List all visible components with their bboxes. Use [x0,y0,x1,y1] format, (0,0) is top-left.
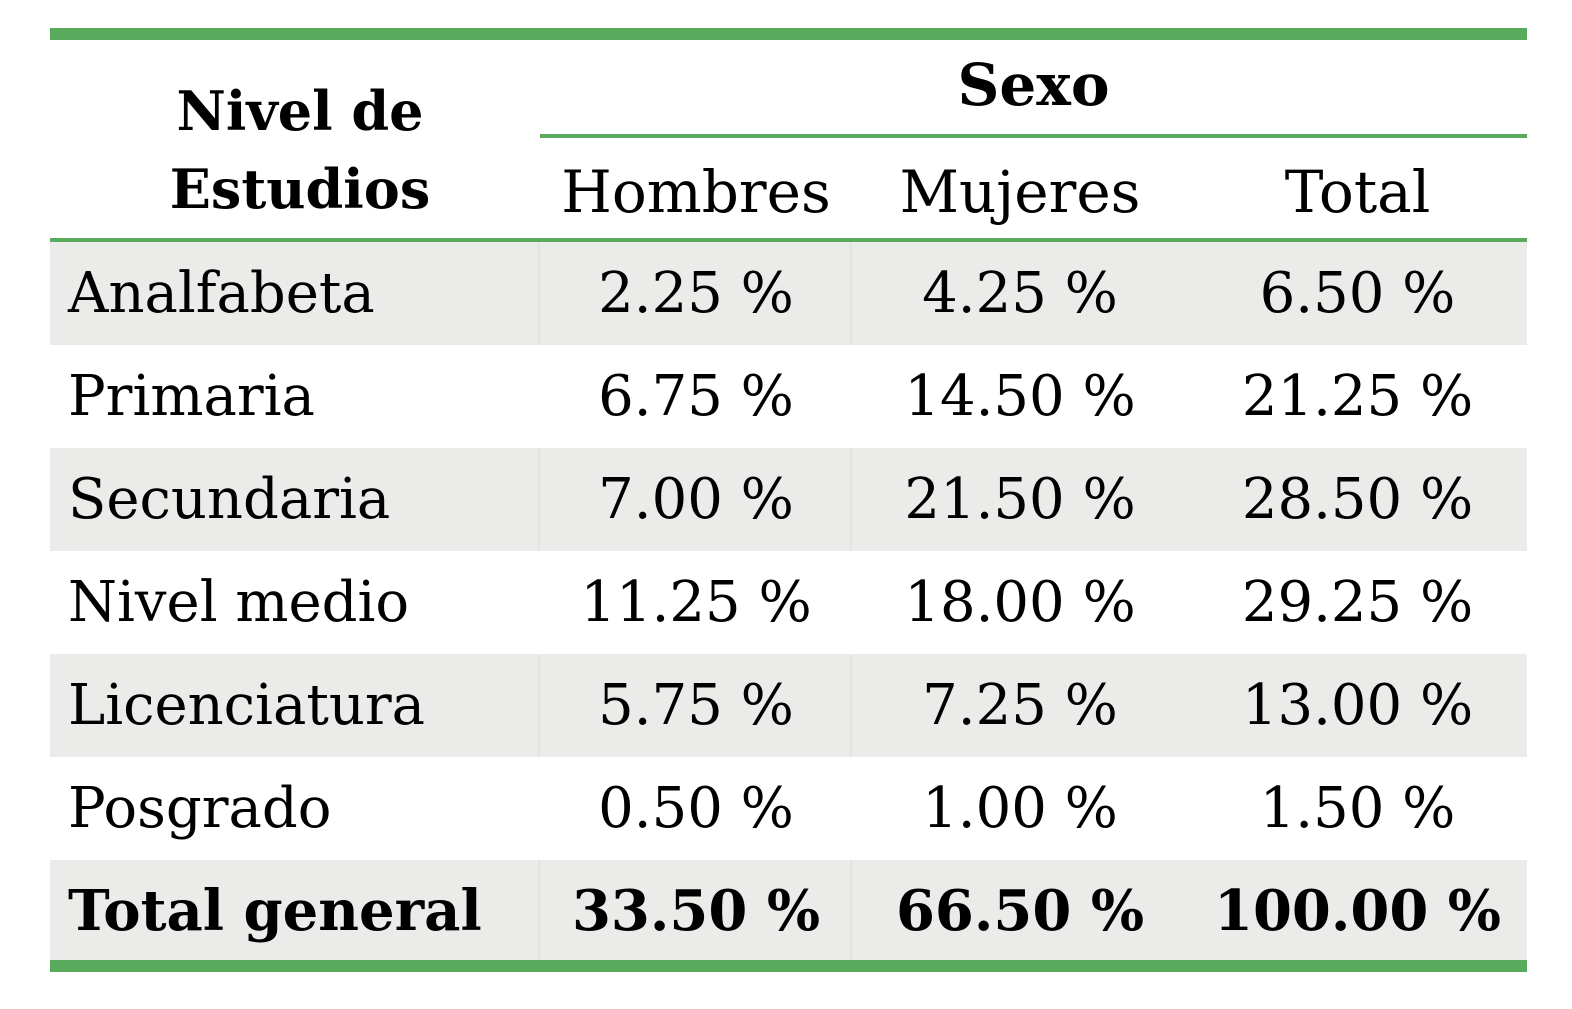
row-label: Secundaria [68,467,391,532]
total-cell-total: 100.00 % [1213,878,1502,944]
table-row: Nivel medio 11.25 % 18.00 % 29.25 % [50,551,1527,654]
cell-mujeres: 18.00 % [904,570,1136,635]
nivel-header-line2: Estudios [169,157,431,221]
cell-hombres: 0.50 % [598,776,794,841]
sexo-header-rule [540,134,1527,138]
row-label: Posgrado [68,776,332,841]
nivel-de-estudios-header: Nivel de Estudios [90,72,510,228]
column-separator [850,860,852,963]
nivel-header-line1: Nivel de [176,79,424,143]
row-label: Nivel medio [68,570,410,635]
cell-total: 13.00 % [1241,673,1474,738]
row-label: Primaria [68,364,315,429]
total-row: Total general 33.50 % 66.50 % 100.00 % [50,860,1527,963]
total-row-label: Total general [68,878,482,944]
table-row: Licenciatura 5.75 % 7.25 % 13.00 % [50,654,1527,757]
cell-total: 28.50 % [1241,467,1474,532]
table-row: Primaria 6.75 % 14.50 % 21.25 % [50,345,1527,448]
column-separator [538,448,540,551]
cell-mujeres: 1.00 % [922,776,1118,841]
cell-total: 29.25 % [1241,570,1474,635]
cell-hombres: 2.25 % [598,261,794,326]
row-label: Analfabeta [68,261,375,326]
column-separator [850,654,852,757]
total-cell-hombres: 33.50 % [571,878,821,944]
column-header-mujeres: Mujeres [899,158,1141,226]
cell-mujeres: 14.50 % [904,364,1136,429]
cell-total: 21.25 % [1241,364,1474,429]
cell-mujeres: 4.25 % [922,261,1118,326]
cell-hombres: 7.00 % [598,467,794,532]
table-row: Posgrado 0.50 % 1.00 % 1.50 % [50,757,1527,860]
table-top-rule [50,28,1527,40]
column-separator [538,860,540,963]
column-separator [850,242,852,345]
cell-total: 6.50 % [1259,261,1456,326]
column-separator [850,448,852,551]
table-row: Secundaria 7.00 % 21.50 % 28.50 % [50,448,1527,551]
row-label: Licenciatura [68,673,426,738]
column-separator [538,654,540,757]
cell-hombres: 11.25 % [580,570,812,635]
cell-total: 1.50 % [1259,776,1456,841]
table-bottom-rule [50,960,1527,972]
cell-hombres: 5.75 % [598,673,794,738]
sexo-header: Sexo [957,51,1110,119]
column-header-hombres: Hombres [561,158,831,226]
cell-mujeres: 21.50 % [904,467,1136,532]
header-bottom-rule [50,238,1527,242]
column-header-total: Total [1284,158,1431,226]
column-separator [538,242,540,345]
cell-hombres: 6.75 % [598,364,794,429]
total-cell-mujeres: 66.50 % [895,878,1145,944]
table-row: Analfabeta 2.25 % 4.25 % 6.50 % [50,242,1527,345]
cell-mujeres: 7.25 % [922,673,1118,738]
